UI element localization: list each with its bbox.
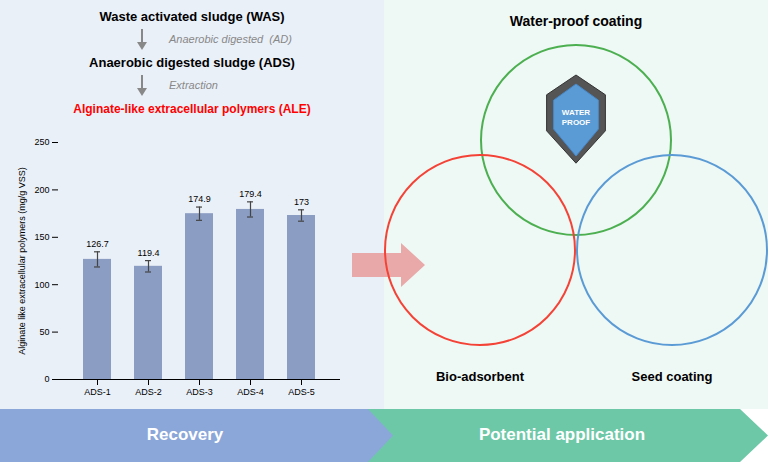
svg-text:ADS-1: ADS-1 xyxy=(84,387,111,397)
svg-text:Extraction: Extraction xyxy=(169,79,218,91)
svg-text:Waste activated sludge (WAS): Waste activated sludge (WAS) xyxy=(99,9,284,24)
svg-text:150: 150 xyxy=(34,232,49,242)
svg-text:100: 100 xyxy=(34,280,49,290)
svg-text:173: 173 xyxy=(294,197,309,207)
svg-text:50: 50 xyxy=(39,327,49,337)
svg-text:179.4: 179.4 xyxy=(239,189,262,199)
svg-text:Bio-adsorbent: Bio-adsorbent xyxy=(436,369,525,384)
svg-text:ADS-2: ADS-2 xyxy=(135,387,162,397)
svg-text:174.9: 174.9 xyxy=(188,194,211,204)
svg-text:Seed coating: Seed coating xyxy=(632,369,713,384)
svg-text:Alginate like extracellular po: Alginate like extracellular polymers (mg… xyxy=(17,167,27,355)
svg-text:ADS-4: ADS-4 xyxy=(237,387,264,397)
svg-text:Water-proof coating: Water-proof coating xyxy=(510,13,642,29)
svg-text:0: 0 xyxy=(44,374,49,384)
svg-text:119.4: 119.4 xyxy=(138,248,160,258)
svg-text:Anaerobic digested (AD): Anaerobic digested (AD) xyxy=(168,33,292,45)
svg-text:ADS-3: ADS-3 xyxy=(186,387,213,397)
svg-text:Recovery: Recovery xyxy=(147,425,224,444)
svg-text:250: 250 xyxy=(34,137,49,147)
svg-text:200: 200 xyxy=(34,185,49,195)
svg-text:PROOF: PROOF xyxy=(562,118,591,127)
svg-text:WATER: WATER xyxy=(562,108,591,117)
svg-text:Anaerobic digested sludge (ADS: Anaerobic digested sludge (ADS) xyxy=(89,55,295,70)
svg-text:Alginate-like extracellular po: Alginate-like extracellular polymers (AL… xyxy=(73,102,310,116)
svg-text:ADS-5: ADS-5 xyxy=(288,387,315,397)
svg-text:126.7: 126.7 xyxy=(86,239,109,249)
svg-text:Potential application: Potential application xyxy=(479,425,645,444)
